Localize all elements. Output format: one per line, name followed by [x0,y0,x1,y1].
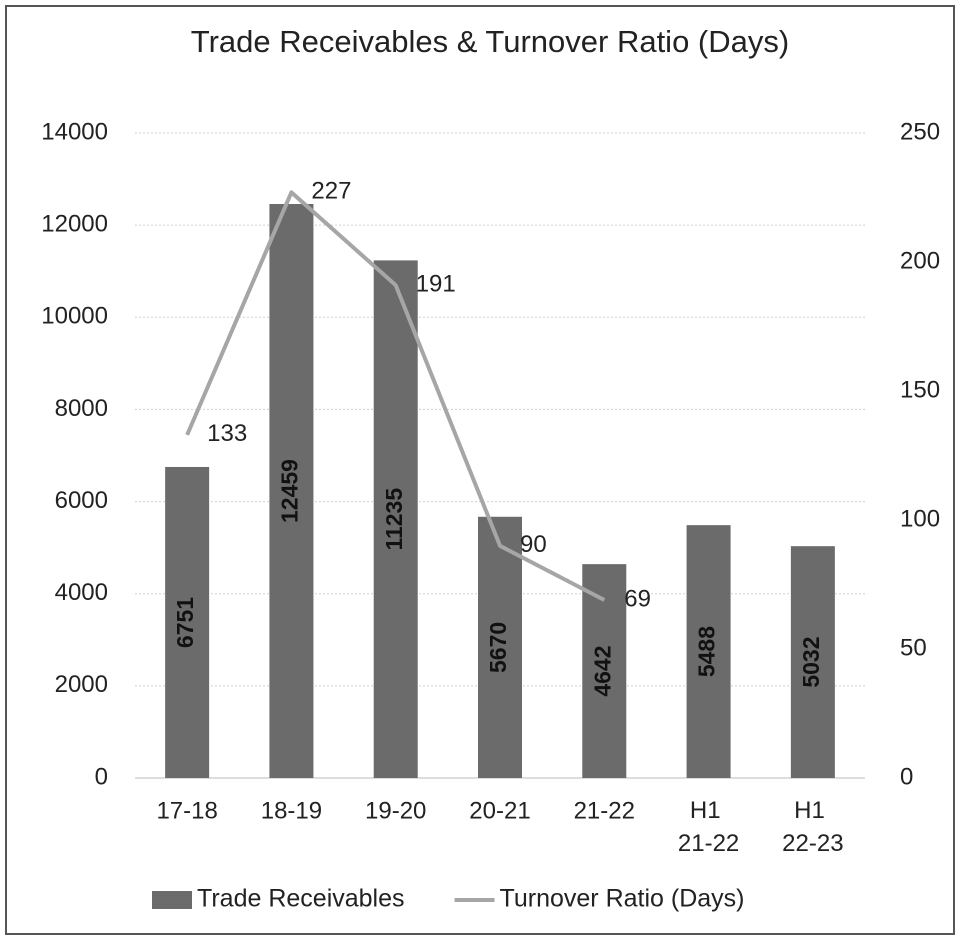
bar [790,546,835,778]
data-label: 69 [624,585,651,612]
data-label: 11235 [381,488,407,551]
x-tick-label: 21-22 [574,797,635,824]
y-tick-label: 6000 [55,487,108,514]
bar [269,203,314,778]
chart-title: Trade Receivables & Turnover Ratio (Days… [191,24,789,59]
data-label: 5670 [485,622,511,673]
bar [373,260,418,778]
legend-label: Turnover Ratio (Days) [500,885,745,913]
y-tick-label: 12000 [41,210,108,237]
y2-tick-label: 50 [900,634,927,661]
y2-tick-label: 0 [900,763,913,790]
y-tick-label: 2000 [55,671,108,698]
bar [686,525,731,778]
bar [478,516,522,778]
data-label: 191 [416,271,456,298]
data-label: 5488 [694,626,720,677]
y2-tick-label: 250 [900,118,940,145]
y-tick-label: 4000 [55,579,108,606]
line [185,190,606,602]
y2-tick-label: 200 [900,247,940,274]
x-tick-label: 19-20 [365,797,426,824]
legend-label: Trade Receivables [197,885,405,913]
data-label: 5032 [798,636,824,687]
data-label: 4642 [589,645,615,696]
y2-tick-label: 100 [900,505,940,532]
x-tick-label: H1 22-23 [782,797,843,857]
data-label: 90 [520,531,547,558]
x-tick-label: 18-19 [261,797,322,824]
x-tick-label: 17-18 [156,797,217,824]
x-tick-label: H1 21-22 [678,797,739,857]
bar [165,466,210,778]
legend-swatch [152,891,192,909]
data-label: 133 [207,420,247,447]
y-tick-label: 10000 [41,303,108,330]
x-tick-label: 20-21 [469,797,530,824]
chart-border [5,5,955,935]
y2-tick-label: 150 [900,376,940,403]
data-label: 6751 [172,597,198,648]
y-tick-label: 14000 [41,118,108,145]
y-tick-label: 0 [95,763,108,790]
y-tick-label: 8000 [55,395,108,422]
data-label: 12459 [277,459,303,523]
data-label: 227 [311,178,351,205]
